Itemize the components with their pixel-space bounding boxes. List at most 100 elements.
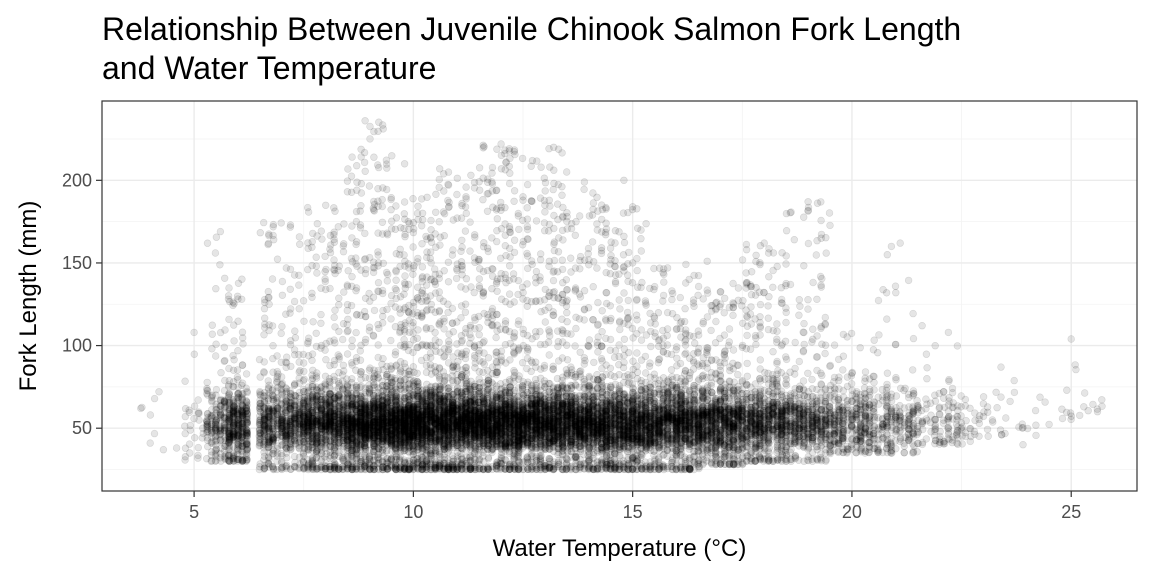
data-point [290,297,299,306]
data-point [290,271,299,279]
data-point [203,417,211,425]
data-point [286,393,295,401]
data-point [334,266,342,274]
data-point [185,440,194,448]
data-point [220,424,229,433]
data-point [225,389,234,397]
data-point [260,358,268,366]
data-point [405,389,413,397]
data-point [419,216,427,224]
data-point [369,332,378,340]
data-point [391,285,399,293]
data-point [265,438,273,446]
data-point [375,432,383,441]
data-point [374,450,382,459]
data-point [322,201,330,210]
data-point [330,452,338,460]
data-point [212,425,220,433]
data-point [243,428,251,436]
data-point [418,240,426,248]
data-point [379,306,387,315]
data-point [212,391,220,399]
data-point [198,434,206,442]
data-point [409,228,418,237]
data-point [220,357,229,365]
data-point [418,274,426,282]
data-point [137,404,145,413]
data-point [410,262,418,270]
data-point [348,153,356,161]
data-point [216,454,225,462]
data-point [207,457,215,465]
data-point [374,287,382,295]
data-point [194,409,203,417]
data-point [199,429,208,438]
data-point [212,285,220,293]
data-point [344,165,352,173]
data-point [291,327,299,335]
data-point [290,409,299,418]
data-point [348,465,357,474]
data-point [379,382,387,390]
data-point [212,385,221,394]
data-point [414,202,422,211]
data-point [194,396,202,404]
data-point [304,463,312,471]
data-point [264,239,273,248]
data-point [348,342,356,351]
data-point [181,453,190,461]
data-point [281,442,290,451]
data-point [374,248,382,256]
data-point [208,392,216,400]
data-point [225,284,233,292]
data-point [369,268,378,277]
data-point [212,340,220,348]
data-point [365,182,374,190]
data-point [224,292,233,300]
data-point [278,432,286,440]
data-point [330,230,338,239]
data-point [278,390,286,399]
data-point [413,209,422,218]
data-point [268,275,277,283]
data-point [309,229,317,238]
data-point [300,359,308,367]
data-point [230,321,238,329]
data-point [269,397,278,405]
data-point [379,420,387,428]
data-point [361,445,370,453]
data-point [313,383,321,391]
data-point [304,239,312,247]
data-point [352,287,360,295]
data-point [265,426,273,435]
data-point [387,315,395,323]
data-points [137,117,1106,474]
data-point [229,298,237,306]
data-point [233,373,242,381]
data-point [208,437,216,446]
data-point [335,294,343,302]
data-point [326,390,335,398]
data-point [348,273,356,281]
data-point [369,418,378,427]
data-point [414,254,422,263]
data-point [352,390,360,399]
data-point [225,456,233,464]
data-point [388,437,396,445]
data-point [260,218,268,227]
data-point [211,249,220,257]
data-point [225,439,233,447]
data-point [194,443,203,452]
data-point [374,366,383,375]
data-point [195,416,203,424]
data-point [282,310,290,318]
data-point [334,351,342,359]
data-point [242,439,251,447]
data-point [318,389,326,398]
data-point [286,223,294,231]
data-point [426,349,435,357]
data-point [392,465,400,473]
data-point [208,321,217,329]
data-point [282,264,290,272]
data-point [208,330,217,338]
